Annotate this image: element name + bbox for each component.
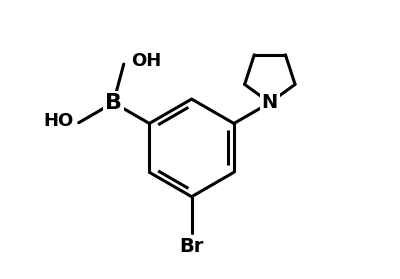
Text: Br: Br xyxy=(180,237,204,256)
Text: OH: OH xyxy=(131,52,161,70)
Text: B: B xyxy=(105,93,122,113)
Text: N: N xyxy=(262,93,278,112)
Text: HO: HO xyxy=(43,112,73,130)
